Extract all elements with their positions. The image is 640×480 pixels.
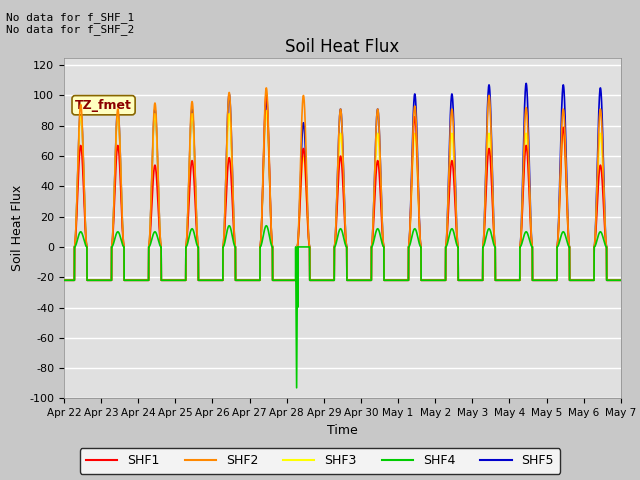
Text: TZ_fmet: TZ_fmet bbox=[75, 99, 132, 112]
Y-axis label: Soil Heat Flux: Soil Heat Flux bbox=[11, 185, 24, 271]
Title: Soil Heat Flux: Soil Heat Flux bbox=[285, 38, 399, 56]
X-axis label: Time: Time bbox=[327, 424, 358, 437]
Legend: SHF1, SHF2, SHF3, SHF4, SHF5: SHF1, SHF2, SHF3, SHF4, SHF5 bbox=[79, 448, 561, 474]
Text: No data for f_SHF_1: No data for f_SHF_1 bbox=[6, 12, 134, 23]
Text: No data for f_SHF_2: No data for f_SHF_2 bbox=[6, 24, 134, 35]
